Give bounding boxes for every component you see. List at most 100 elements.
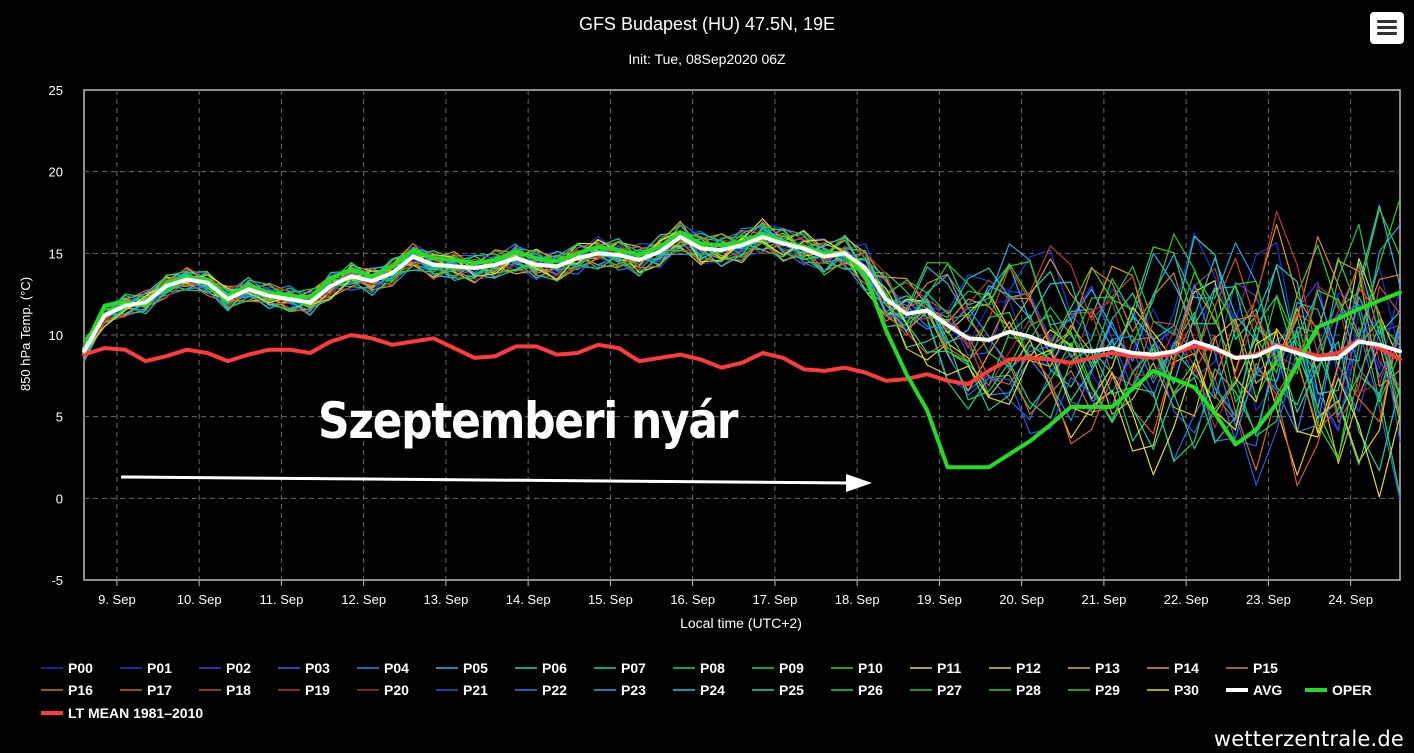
y-tick-label: 0 <box>56 491 63 506</box>
x-tick-label: 10. Sep <box>177 592 222 607</box>
y-tick-label: -5 <box>51 573 63 588</box>
legend-item[interactable]: P12 <box>989 660 1041 676</box>
legend-item[interactable]: P22 <box>515 682 567 698</box>
x-axis-label: Local time (UTC+2) <box>680 615 802 631</box>
legend-item[interactable]: P28 <box>989 682 1041 698</box>
series-line-avg <box>82 235 1402 362</box>
legend-label: P16 <box>68 682 93 698</box>
member-line-p23 <box>83 224 1401 362</box>
x-tick-label: 14. Sep <box>506 592 551 607</box>
legend-label: P30 <box>1174 682 1199 698</box>
legend-item[interactable]: P23 <box>594 682 646 698</box>
legend-item[interactable]: LT MEAN 1981–2010 <box>41 705 203 721</box>
arrow-shaft <box>120 475 851 485</box>
y-tick-label: 10 <box>49 328 63 343</box>
legend-item[interactable]: P00 <box>41 660 93 676</box>
legend-item[interactable]: P13 <box>1068 660 1120 676</box>
legend-label: P24 <box>700 682 725 698</box>
legend-item[interactable]: P15 <box>1226 660 1278 676</box>
legend-item[interactable]: OPER <box>1305 682 1372 698</box>
x-axis-ticks: 9. Sep 10. Sep 11. Sep 12. Sep 13. Sep 14. Se… <box>98 580 1373 607</box>
main-series <box>82 230 1402 470</box>
legend-label: P10 <box>858 660 883 676</box>
legend-label: P01 <box>147 660 172 676</box>
legend-item[interactable]: P19 <box>278 682 330 698</box>
legend-label: P03 <box>305 660 330 676</box>
legend-item[interactable]: AVG <box>1226 682 1282 698</box>
legend-item[interactable]: P02 <box>199 660 251 676</box>
legend-item[interactable]: P14 <box>1147 660 1199 676</box>
legend-item[interactable]: P25 <box>752 682 804 698</box>
chart-legend: P00 P01 P02 P03 P04 P05 P06 P07 P08 P09 P10 P11 P12 P… <box>41 660 1372 721</box>
watermark: wetterzentrale.de <box>1213 727 1404 751</box>
legend-label: P17 <box>147 682 172 698</box>
legend-item[interactable]: P08 <box>673 660 725 676</box>
legend-label: P22 <box>542 682 567 698</box>
member-line-p18 <box>83 227 1401 423</box>
x-tick-label: 15. Sep <box>588 592 633 607</box>
legend-item[interactable]: P16 <box>41 682 93 698</box>
legend-label: P12 <box>1016 660 1041 676</box>
x-tick-label: 18. Sep <box>835 592 880 607</box>
legend-item[interactable]: P05 <box>436 660 488 676</box>
legend-label: P29 <box>1095 682 1120 698</box>
legend-label: P27 <box>937 682 962 698</box>
legend-item[interactable]: P03 <box>278 660 330 676</box>
legend-label: P02 <box>226 660 251 676</box>
x-tick-label: 13. Sep <box>423 592 468 607</box>
legend-item[interactable]: P09 <box>752 660 804 676</box>
member-line-p22 <box>83 226 1401 434</box>
legend-item[interactable]: P21 <box>436 682 488 698</box>
y-tick-label: 20 <box>49 165 63 180</box>
legend-item[interactable]: P07 <box>594 660 646 676</box>
legend-label: AVG <box>1253 682 1282 698</box>
member-line-p11 <box>83 218 1401 434</box>
legend-label: P09 <box>779 660 804 676</box>
x-tick-label: 21. Sep <box>1081 592 1126 607</box>
legend-label: P21 <box>463 682 488 698</box>
x-tick-label: 22. Sep <box>1164 592 1209 607</box>
legend-label: P00 <box>68 660 93 676</box>
legend-label: P11 <box>937 660 961 676</box>
legend-label: P23 <box>621 682 646 698</box>
series-line-oper <box>82 230 1402 470</box>
legend-label: P14 <box>1174 660 1199 676</box>
series-line-lt <box>82 333 1402 386</box>
legend-label: P28 <box>1016 682 1041 698</box>
legend-label: P20 <box>384 682 409 698</box>
legend-label: P18 <box>226 682 251 698</box>
legend-label: P08 <box>700 660 725 676</box>
legend-item[interactable]: P20 <box>357 682 409 698</box>
legend-label: P06 <box>542 660 567 676</box>
x-tick-label: 9. Sep <box>98 592 136 607</box>
legend-item[interactable]: P24 <box>673 682 725 698</box>
legend-item[interactable]: P06 <box>515 660 567 676</box>
legend-label: P04 <box>384 660 409 676</box>
legend-label: OPER <box>1332 682 1372 698</box>
legend-label: P15 <box>1253 660 1278 676</box>
chart-subtitle: Init: Tue, 08Sep2020 06Z <box>628 51 786 67</box>
legend-item[interactable]: P11 <box>910 660 961 676</box>
legend-item[interactable]: P01 <box>120 660 172 676</box>
legend-item[interactable]: P29 <box>1068 682 1120 698</box>
arrow-head <box>846 474 872 492</box>
x-tick-label: 23. Sep <box>1246 592 1291 607</box>
legend-label: P07 <box>621 660 646 676</box>
legend-label: P26 <box>858 682 883 698</box>
hamburger-icon-bar <box>1377 26 1397 29</box>
chart-menu-button[interactable] <box>1370 12 1404 44</box>
legend-item[interactable]: P18 <box>199 682 251 698</box>
legend-item[interactable]: P26 <box>831 682 883 698</box>
legend-item[interactable]: P04 <box>357 660 409 676</box>
y-tick-label: 15 <box>49 246 63 261</box>
legend-item[interactable]: P27 <box>910 682 962 698</box>
legend-item[interactable]: P17 <box>120 682 172 698</box>
legend-label: P19 <box>305 682 330 698</box>
legend-item[interactable]: P10 <box>831 660 883 676</box>
legend-label: P13 <box>1095 660 1120 676</box>
legend-item[interactable]: P30 <box>1147 682 1199 698</box>
hamburger-icon-bar <box>1377 32 1397 35</box>
x-tick-label: 12. Sep <box>341 592 386 607</box>
annotation-label: Szeptemberi nyár <box>318 392 738 450</box>
x-tick-label: 19. Sep <box>917 592 962 607</box>
